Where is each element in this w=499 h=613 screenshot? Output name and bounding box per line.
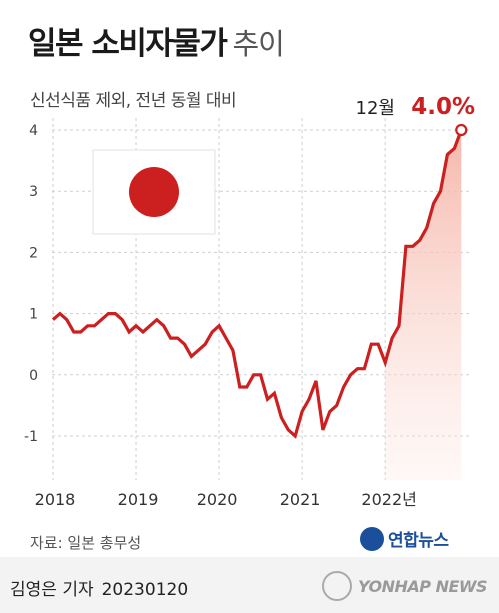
x-axis-labels: 2018 2019 2020 2021 2022년 [35,490,417,509]
footer-bar: 김영은 기자 20230120 YONHAP NEWS [0,557,499,613]
x-tick-label: 2022년 [361,490,416,509]
x-tick-label: 2018 [35,490,76,509]
y-tick-label: 0 [29,368,38,384]
title-suffix: 추이 [232,27,284,61]
logo-text: 연합뉴스 [388,531,449,551]
logo-icon [360,526,384,551]
y-axis-labels: -1 0 1 2 3 4 [24,123,38,445]
watermark-text: YONHAP NEWS [358,576,488,596]
watermark: YONHAP NEWS [322,571,488,601]
line-layer [51,123,468,439]
flag-sun [129,167,179,217]
chart-subtitle: 신선식품 제외, 전년 동월 대비 [30,91,237,111]
title-main: 일본 소비자물가 [28,26,228,62]
x-tick-label: 2021 [280,490,321,509]
y-tick-label: -1 [24,429,38,445]
japan-flag [92,149,216,235]
byline-name: 김영은 기자 [10,580,94,600]
area-layer [385,130,462,480]
x-tick-label: 2020 [197,490,238,509]
y-tick-label: 3 [29,184,38,200]
series-line [51,129,463,439]
watermark-icon [322,571,352,601]
y-tick-label: 2 [29,245,38,261]
annotation-label: 12월 [356,98,395,119]
byline-date: 20230120 [101,580,189,600]
x-tick-label: 2019 [118,490,159,509]
yonhap-logo: 연합뉴스 [360,526,449,551]
byline: 김영은 기자 20230120 [10,575,188,600]
y-tick-label: 4 [29,123,38,139]
source-note: 자료: 일본 총무성 [30,534,142,552]
last-point-marker [455,123,468,137]
line-chart: -1 0 1 2 3 4 2018 2019 2020 2021 2022년 12월 4.0% [24,94,475,509]
chart-title: 일본 소비자물가 추이 [28,18,285,63]
annotation-value: 4.0% [411,94,475,120]
y-tick-label: 1 [29,307,38,323]
series-area [385,130,462,480]
